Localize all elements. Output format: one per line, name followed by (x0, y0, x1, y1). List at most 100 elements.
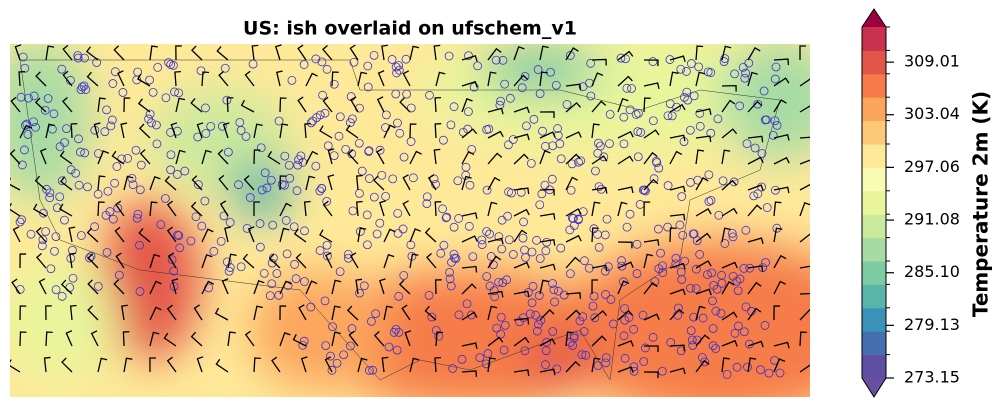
wind-barb (487, 255, 502, 269)
wind-barb (123, 175, 134, 191)
wind-barb (773, 156, 790, 165)
station (368, 365, 378, 375)
station (335, 112, 345, 122)
colorbar: 273.15 279.13 285.10 291.08 297.06 303.04 309.… (861, 8, 960, 398)
station (152, 139, 162, 149)
station (448, 364, 458, 373)
wind-barb (773, 358, 786, 373)
wind-barb (487, 107, 504, 115)
station (135, 240, 144, 250)
station (128, 180, 138, 190)
station (730, 69, 740, 79)
wind-barb (97, 175, 106, 191)
station (527, 298, 537, 308)
wind-barb (10, 96, 21, 113)
station (260, 168, 270, 178)
wind-barb (513, 290, 530, 298)
station (728, 232, 738, 242)
wind-barb (591, 264, 608, 272)
station (620, 353, 630, 363)
wind-barb (539, 368, 556, 376)
station (172, 170, 182, 179)
wind-barb (617, 366, 634, 373)
station (680, 256, 690, 266)
station (477, 235, 487, 245)
wind-barb (175, 97, 186, 113)
station (236, 126, 246, 135)
station (619, 112, 629, 122)
station (686, 326, 696, 336)
station (629, 362, 639, 372)
wind-barb (149, 201, 158, 217)
station (735, 101, 745, 111)
station (596, 141, 605, 151)
wind-barb (799, 292, 810, 295)
station (161, 194, 170, 203)
station (566, 185, 576, 195)
station (716, 308, 726, 318)
wind-barb (120, 122, 128, 139)
wind-barb (591, 155, 608, 165)
wind-barb (617, 201, 628, 217)
wind-barb (61, 96, 73, 113)
station (322, 64, 332, 74)
colorbar-band (862, 167, 886, 192)
wind-barb (799, 309, 810, 321)
station (520, 245, 529, 255)
station (123, 153, 132, 163)
station (625, 209, 635, 219)
wind-barbs (10, 44, 810, 379)
station (29, 91, 39, 101)
station (174, 231, 184, 241)
station (730, 328, 740, 338)
wind-barb (402, 70, 411, 87)
wind-barb (617, 50, 634, 61)
wind-barb (669, 134, 686, 142)
wind-barb (402, 174, 411, 191)
station (492, 323, 502, 333)
station (267, 258, 277, 268)
station (223, 147, 233, 157)
station (37, 241, 47, 251)
station (671, 259, 681, 269)
station (57, 176, 67, 186)
station (381, 191, 390, 201)
wind-barb (372, 175, 385, 191)
wind-barb (34, 175, 47, 191)
station (732, 276, 742, 286)
colorbar-band (862, 284, 886, 309)
station (775, 368, 785, 378)
station (534, 291, 544, 300)
wind-barb (298, 304, 307, 321)
station (589, 291, 599, 301)
station (290, 260, 300, 269)
station (573, 214, 583, 224)
wind-barb (799, 159, 810, 165)
wind-barb (461, 311, 478, 321)
station (292, 186, 302, 196)
station (293, 160, 303, 170)
wind-barb (434, 279, 442, 295)
station (556, 154, 566, 164)
wind-barb (487, 130, 504, 139)
station (225, 263, 235, 272)
wind-barb (322, 96, 333, 113)
colorbar-band (862, 237, 886, 262)
wind-barb (59, 150, 73, 165)
station (588, 301, 598, 311)
wind-barb (59, 203, 73, 217)
station (496, 329, 506, 339)
wind-barb (149, 280, 162, 295)
wind-barb (166, 304, 177, 321)
station (131, 145, 141, 155)
wind-barb (222, 122, 230, 139)
station (634, 108, 643, 118)
colorbar-under (862, 378, 886, 397)
station (504, 235, 514, 245)
station (394, 291, 404, 301)
wind-barb (292, 334, 307, 347)
wind-barb (487, 237, 504, 245)
station (329, 79, 339, 89)
wind-barb (379, 278, 386, 295)
station (567, 213, 577, 223)
